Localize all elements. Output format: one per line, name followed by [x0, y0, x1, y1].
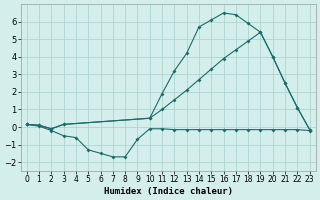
- X-axis label: Humidex (Indice chaleur): Humidex (Indice chaleur): [104, 187, 233, 196]
